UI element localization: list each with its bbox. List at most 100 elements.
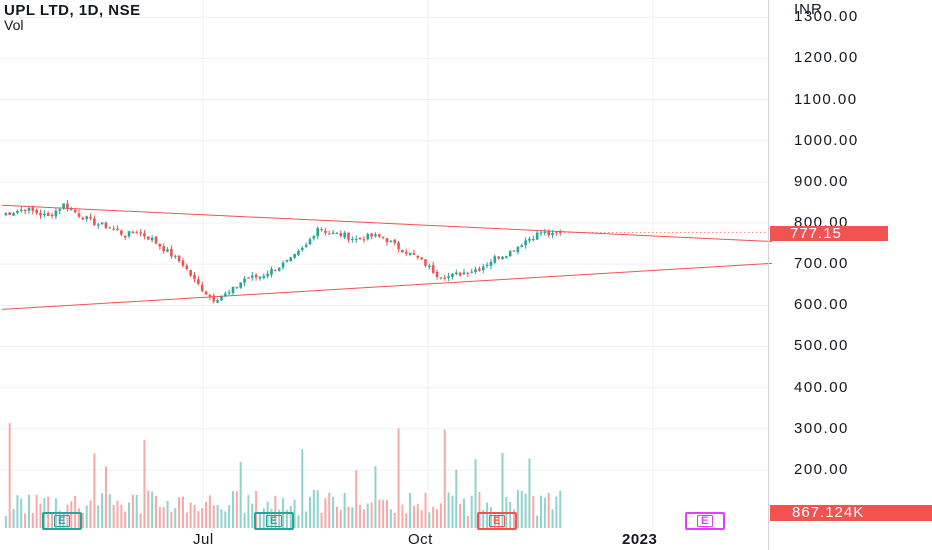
volume-bar	[193, 504, 196, 528]
candle-down	[397, 242, 400, 250]
volume-bar	[104, 466, 107, 528]
candle-down	[497, 256, 500, 259]
volume-bar	[309, 496, 311, 528]
candle-up	[331, 232, 335, 235]
candle-up	[508, 251, 512, 257]
candle-up	[474, 269, 477, 272]
candle-up	[335, 232, 339, 234]
volume-bar	[416, 503, 419, 528]
volume-bar	[482, 510, 485, 528]
candle-up	[505, 256, 508, 258]
candle-down	[512, 250, 516, 252]
volume-bar	[366, 503, 369, 528]
candle-up	[270, 268, 273, 275]
volume-bar	[412, 505, 415, 528]
price-tick-label: 300.00	[794, 419, 849, 437]
volume-bar	[320, 512, 323, 528]
trendlines	[1, 204, 773, 310]
volume-bar	[12, 509, 15, 528]
volume-bar	[382, 500, 385, 528]
volume-bar	[516, 489, 519, 528]
candle-up	[312, 236, 316, 239]
earnings-icon: E	[265, 515, 282, 527]
earnings-marker[interactable]: E	[684, 512, 725, 530]
volume-bar	[297, 515, 300, 528]
volume-bar	[116, 500, 119, 528]
candle-up	[451, 273, 454, 277]
earnings-marker[interactable]: E	[41, 512, 82, 530]
earnings-marker[interactable]: E	[476, 512, 517, 530]
volume-bar	[439, 503, 442, 528]
candle-up	[85, 216, 88, 220]
candle-down	[185, 265, 189, 270]
candle-up	[481, 266, 485, 271]
candle-down	[170, 248, 173, 257]
volume-indicator-label[interactable]: Vol	[4, 17, 24, 33]
price-tick-label: 1100.00	[794, 90, 858, 108]
volume-bar	[436, 509, 439, 528]
volume-bar	[463, 498, 465, 528]
candle-up	[43, 213, 46, 216]
earnings-icon: E	[53, 515, 70, 527]
candle-down	[31, 207, 35, 211]
candle-up	[220, 296, 223, 301]
volume-bar	[466, 515, 469, 528]
candle-down	[181, 260, 185, 266]
candle-down	[139, 232, 142, 234]
last-volume-badge: 867.124K	[770, 505, 932, 521]
volume-bar	[386, 499, 388, 528]
volume-bar	[513, 509, 516, 528]
volume-bar	[101, 492, 104, 528]
volume-bar	[51, 512, 54, 528]
candle-down	[193, 274, 196, 280]
candle-down	[46, 213, 50, 216]
volume-bar	[216, 504, 219, 528]
candle-up	[16, 210, 19, 213]
volume-bar	[289, 506, 292, 528]
candle-down	[378, 234, 381, 237]
candle-down	[547, 230, 550, 236]
candle-up	[524, 240, 527, 246]
candle-up	[520, 245, 524, 248]
currency-label: INR	[794, 1, 823, 18]
volume-bar	[239, 461, 242, 528]
volume-bar	[78, 508, 80, 528]
volume-bar	[328, 492, 331, 528]
volume-bar	[131, 494, 134, 528]
candle-up	[543, 231, 547, 234]
candle-up	[455, 272, 458, 275]
earnings-marker[interactable]: E	[253, 512, 294, 530]
volume-bar	[243, 512, 246, 528]
volume-bar	[293, 499, 296, 528]
candle-down	[420, 257, 423, 260]
candle-up	[532, 239, 535, 241]
volume-bar	[312, 489, 315, 528]
candle-up	[12, 213, 15, 216]
candle-down	[123, 235, 127, 238]
candle-up	[100, 222, 104, 225]
candle-up	[551, 232, 554, 235]
volume-bar	[359, 504, 362, 528]
volume-bar	[197, 511, 200, 528]
candle-up	[462, 272, 466, 275]
volume-bar	[16, 495, 19, 528]
candle-down	[324, 230, 327, 233]
candle-down	[404, 251, 408, 254]
candle-down	[362, 239, 366, 241]
candle-up	[285, 260, 289, 262]
volume-bar	[274, 495, 277, 528]
candle-up	[58, 209, 62, 211]
candle-down	[104, 222, 108, 228]
candle-down	[154, 236, 158, 244]
candle-up	[308, 239, 312, 245]
candle-down	[274, 270, 277, 272]
volume-bar	[478, 492, 481, 528]
candle-down	[158, 243, 162, 247]
candle-down	[347, 232, 350, 240]
volume-bar	[532, 496, 535, 528]
volume-bar	[185, 512, 188, 528]
candle-down	[39, 212, 42, 216]
volume-bar	[285, 509, 288, 528]
